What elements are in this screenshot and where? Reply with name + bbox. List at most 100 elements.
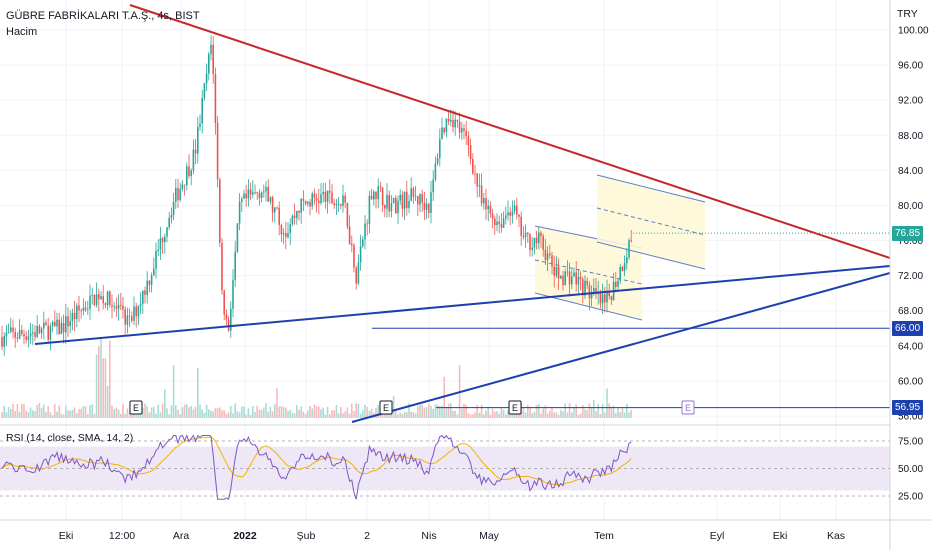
candle-body [313,193,316,198]
volume-bar [208,409,210,418]
candle-body [542,236,544,250]
volume-bar [150,407,153,418]
candle-body [590,292,593,299]
channel-mid [534,259,643,285]
volume-bar [307,410,309,418]
volume-bar [450,403,452,418]
candle-body [10,327,12,333]
candle-body [533,237,536,248]
candle-body [126,315,129,325]
event-marker[interactable]: E [508,400,522,415]
volume-bar [487,407,489,418]
volume-bar [267,411,269,418]
price-tick-label: 64.00 [898,341,923,352]
volume-bar [540,413,542,418]
trendline-blue-steep [351,272,891,423]
channel-upper [596,174,706,203]
candle-body [527,232,529,235]
volume-bar [463,403,465,418]
candle-body [373,191,375,200]
candle-body [293,215,296,219]
price-tick-label: 88.00 [898,131,923,142]
last-price-label: 76.85 [892,225,924,241]
volume-bar [571,412,573,418]
time-tick-label: Eyl [710,530,725,542]
candle-body [113,306,115,308]
candle-body [579,277,582,280]
volume-legend[interactable]: Hacim [6,26,38,38]
time-axis[interactable]: Eki 12:00 Ara 2022 Şub 2 Nis May Tem Eyl Eki Kas [59,530,845,542]
volume-bar [335,405,338,418]
candle-body [157,249,159,251]
volume-bar [285,407,287,418]
candle-body [210,44,212,55]
candle-body [630,240,632,242]
volume-bar [87,414,89,418]
trendline-drawings[interactable] [34,4,891,423]
volume-bar [507,410,509,418]
volume-bar [278,406,280,418]
volume-bar [47,406,49,418]
volume-bar [23,403,25,418]
candle-body [353,245,355,268]
volume-bar [157,404,159,418]
candle-body [388,194,390,212]
volume-bar [128,411,131,418]
candle-body [117,304,120,309]
volume-bar [469,414,472,418]
volume-bar [34,411,36,418]
volume-bar [531,413,533,418]
volume-bar [71,409,74,418]
channel-drawings[interactable] [534,174,706,321]
candle-body [379,186,382,188]
candle-body [291,215,294,225]
volume-bar [227,412,230,418]
candle-body [216,123,219,180]
event-marker[interactable]: E [379,400,393,415]
candle-body [491,213,494,219]
candle-body [71,312,74,322]
volume-bar [271,411,274,418]
candle-body [139,303,142,306]
candle-body [351,243,353,246]
volume-bar [582,405,584,418]
candle-body [304,200,307,204]
candle-body [335,204,338,206]
event-marker[interactable]: E [681,400,695,415]
volume-bar [269,407,272,418]
price-tick-label: 76.00 [898,236,923,247]
symbol-title[interactable]: GÜBRE FABRİKALARI T.A.Ş., 4s, BIST [6,10,200,22]
candle-body [320,194,322,203]
candle-body [188,166,190,176]
volume-bar [331,410,333,418]
volume-bar [296,405,298,418]
candle-body [214,74,217,124]
candle-body [300,198,302,213]
candle-body [269,197,272,202]
candle-body [236,223,239,252]
volume-bar [342,413,344,418]
price-tick-label: 80.00 [898,201,923,212]
volume-bar [395,409,397,418]
rsi-legend[interactable]: RSI (14, close, SMA, 14, 2) [6,432,134,444]
candle-body [45,322,47,326]
candle-body [626,257,628,264]
volume-bar [329,414,331,418]
volume-bar [560,409,562,418]
candle-body [566,271,569,273]
volume-bar [62,414,65,418]
candle-body [102,296,104,304]
volume-bar [496,411,498,418]
candle-body [67,316,69,327]
volume-bar [579,413,582,418]
volume-bar [472,414,474,418]
volume-bar [192,409,195,418]
event-marker[interactable]: E [129,400,143,415]
candle-body [245,193,247,199]
candle-body [219,179,221,243]
volume-bar [10,408,12,418]
candle-body [524,232,527,238]
price-axis[interactable]: 100.00 96.00 92.00 88.00 84.00 80.00 76.00 72.0… [898,26,929,503]
